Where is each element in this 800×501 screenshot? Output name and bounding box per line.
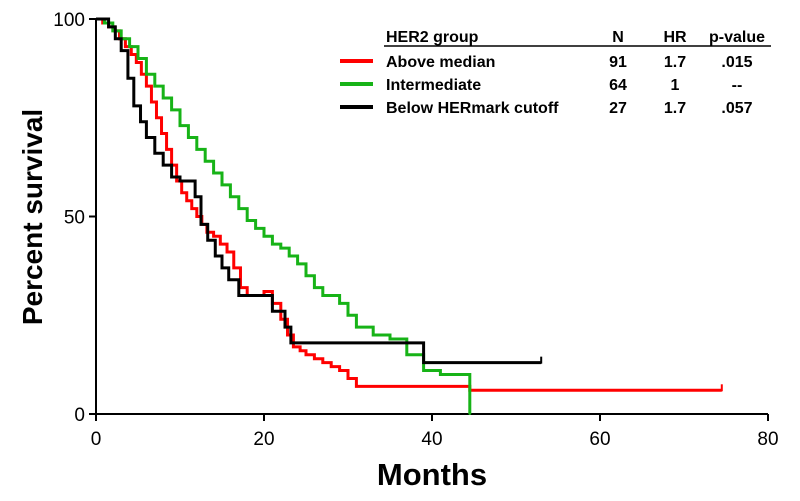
legend-group-label: Intermediate bbox=[386, 77, 481, 94]
legend-group-label: Above median bbox=[386, 54, 495, 71]
legend-header-n: N bbox=[612, 29, 624, 46]
x-tick-label: 80 bbox=[757, 429, 778, 450]
legend-n-value: 64 bbox=[609, 77, 627, 94]
legend-hr-value: 1 bbox=[671, 77, 680, 94]
x-tick-label: 0 bbox=[91, 429, 102, 450]
x-tick-label: 60 bbox=[589, 429, 610, 450]
legend-pvalue: .015 bbox=[721, 54, 752, 71]
axes: 0 20 40 60 80 0 50 100 bbox=[53, 10, 778, 450]
legend-n-value: 91 bbox=[609, 54, 627, 71]
legend-header-group: HER2 group bbox=[386, 29, 479, 46]
y-axis-ticks: 0 50 100 bbox=[53, 10, 96, 426]
legend-pvalue: .057 bbox=[721, 100, 752, 117]
legend: HER2 group N HR p-value Above median 91 1.… bbox=[340, 29, 771, 117]
legend-rows: Above median 91 1.7 .015 Intermediate 64 1 -- Be… bbox=[340, 54, 753, 117]
series-group bbox=[96, 17, 723, 415]
x-axis-title: Months bbox=[377, 457, 487, 492]
x-axis-ticks: 0 20 40 60 80 bbox=[91, 414, 779, 450]
y-tick-label: 50 bbox=[64, 208, 85, 229]
legend-header-pvalue: p-value bbox=[709, 29, 765, 46]
legend-hr-value: 1.7 bbox=[664, 54, 686, 71]
series-line-2 bbox=[96, 17, 542, 365]
series-line-1 bbox=[96, 17, 472, 414]
y-tick-label: 100 bbox=[53, 10, 85, 31]
legend-header-hr: HR bbox=[663, 29, 687, 46]
x-tick-label: 40 bbox=[421, 429, 442, 450]
x-tick-label: 20 bbox=[253, 429, 274, 450]
series-line-0 bbox=[96, 17, 722, 392]
legend-hr-value: 1.7 bbox=[664, 100, 686, 117]
legend-n-value: 27 bbox=[609, 100, 627, 117]
legend-group-label: Below HERmark cutoff bbox=[386, 100, 559, 117]
legend-pvalue: -- bbox=[732, 77, 743, 94]
y-tick-label: 0 bbox=[74, 405, 85, 426]
y-axis-title: Percent survival bbox=[17, 109, 48, 325]
